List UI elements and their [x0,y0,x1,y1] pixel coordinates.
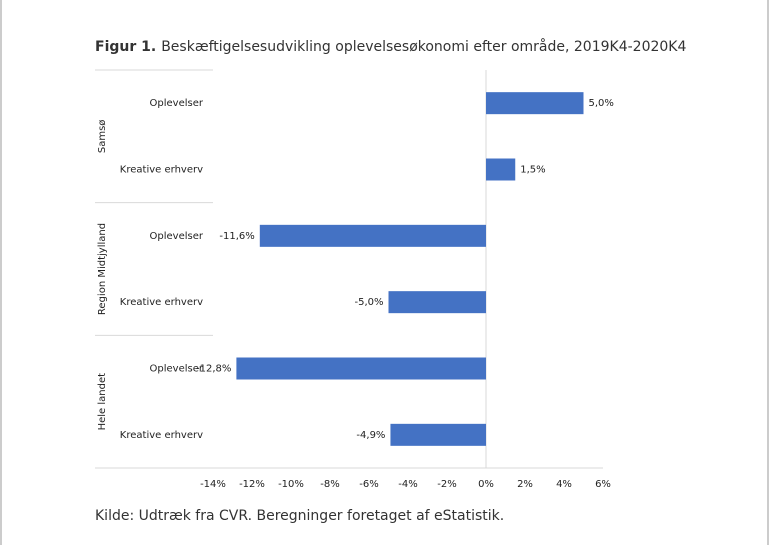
value-label: 1,5% [520,165,545,176]
bar [390,423,486,446]
x-tick-label: 0% [478,479,494,490]
x-tick-label: -6% [359,479,378,490]
category-label: Kreative erhverv [120,165,203,176]
x-tick-label: 2% [517,479,533,490]
group-label: Samsø [97,120,108,154]
category-label: Oplevelser [150,98,204,109]
bar [259,224,486,247]
value-label: -11,6% [219,231,254,242]
bar [236,357,486,380]
x-tick-label: -4% [398,479,417,490]
category-label: Kreative erhverv [120,297,203,308]
x-tick-label: -2% [437,479,456,490]
category-label: Oplevelser [150,231,204,242]
bar [486,158,516,181]
source: Kilde: Udtræk fra CVR. Beregninger foret… [95,508,504,524]
bar [486,92,584,115]
x-tick-label: -14% [200,479,226,490]
x-tick-label: -8% [320,479,339,490]
value-label: 5,0% [589,98,614,109]
category-label: Kreative erhverv [120,430,203,441]
value-label: -5,0% [354,297,383,308]
value-label: -4,9% [356,430,385,441]
value-label: -12,8% [196,364,231,375]
bar [388,291,486,314]
x-tick-label: -12% [239,479,265,490]
chart-title: Figur 1. Beskæftigelsesudvikling oplevels… [95,38,686,55]
x-tick-label: 4% [556,479,572,490]
category-label: Oplevelser [150,364,204,375]
group-label: Region Midtjylland [97,223,108,315]
title-label: Figur 1. [95,39,156,55]
x-tick-label: 6% [595,479,611,490]
group-label: Hele landet [97,373,108,431]
x-tick-label: -10% [278,479,304,490]
title-text: Beskæftigelsesudvikling oplevelsesøkonom… [161,38,686,55]
